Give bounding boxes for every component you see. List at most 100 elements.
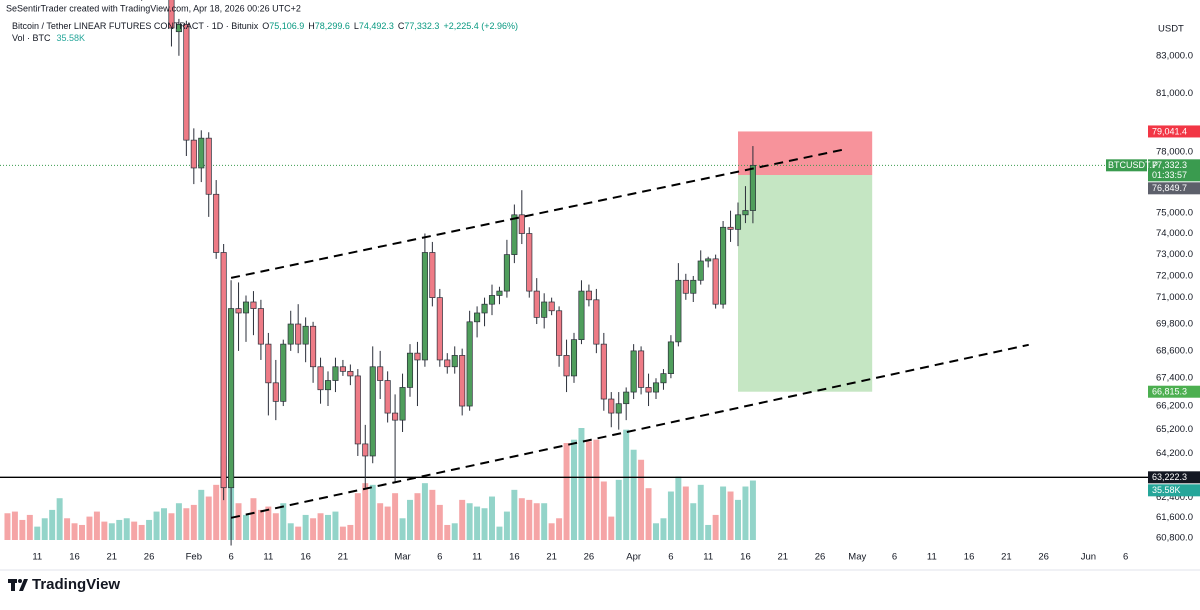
ohlc-value: 74,492.3: [359, 21, 394, 31]
x-tick-label: 11: [32, 552, 42, 563]
volume-bar: [511, 489, 518, 540]
y-tick-label: 68,600.0: [1156, 345, 1193, 356]
volume-bar: [302, 514, 309, 540]
candle-body: [242, 301, 250, 314]
volume-bar: [243, 514, 249, 540]
volume-bar: [481, 508, 488, 540]
y-tick-label: 66,200.0: [1156, 401, 1193, 412]
candle-body: [451, 355, 458, 368]
volume-bar: [183, 508, 190, 540]
price-label-box: [1148, 484, 1200, 497]
candle-body: [600, 343, 607, 400]
candle-body: [317, 366, 324, 391]
change: +2,225.4 (+2.96%): [443, 21, 518, 31]
candle-body: [168, 0, 175, 29]
candle-body: [481, 303, 488, 314]
y-tick-label: 83,000.0: [1156, 50, 1193, 61]
volume-bar: [257, 509, 264, 540]
y-tick-label: 78,000.0: [1156, 147, 1193, 158]
volume-bar: [742, 486, 749, 540]
volume-bar: [682, 486, 689, 540]
volume-bar: [705, 524, 712, 540]
ohlc-key: C: [398, 21, 405, 31]
volume-bar: [399, 518, 406, 540]
volume-bar: [108, 523, 115, 540]
candle-body: [697, 260, 704, 281]
candle-body: [548, 301, 555, 312]
candle-body: [749, 164, 756, 211]
x-tick-label: 21: [546, 552, 557, 563]
volume-bar: [660, 518, 667, 540]
volume-bar: [451, 523, 458, 540]
x-tick-label: 16: [300, 552, 311, 563]
x-tick-label: 11: [927, 552, 937, 563]
candle-body: [280, 343, 287, 402]
volume-bar: [198, 489, 205, 540]
volume-bar: [407, 499, 413, 540]
credit: SeSentirTrader created with TradingView.…: [6, 3, 301, 13]
candle-body: [272, 382, 279, 402]
x-tick-label: 26: [144, 552, 155, 563]
volume-bar: [4, 513, 11, 540]
x-tick-label: 6: [1123, 552, 1128, 563]
ohlc-value: 78,299.6: [315, 21, 350, 31]
volume-bar: [712, 514, 719, 540]
candle-body: [369, 366, 376, 457]
candle-body: [384, 380, 391, 414]
brand: TradingView: [32, 576, 120, 593]
volume-bar: [325, 514, 331, 540]
candle-body: [406, 352, 414, 388]
volume-bar: [339, 526, 346, 540]
volume-bar: [548, 523, 555, 540]
candle-body: [556, 310, 563, 356]
price-label-box: [1148, 182, 1200, 195]
axis-unit: USDT: [1158, 24, 1184, 35]
volume-bar: [93, 511, 100, 540]
candle-body: [533, 290, 540, 318]
candle-body: [541, 301, 548, 318]
candle-body: [645, 387, 652, 393]
candle-body: [377, 366, 384, 381]
x-tick-label: 21: [107, 552, 118, 563]
x-tick-label: 16: [740, 552, 751, 563]
price-label-box: [1148, 125, 1200, 138]
volume-bar: [563, 443, 570, 540]
candle-body: [526, 233, 533, 292]
candle-body: [354, 375, 361, 445]
volume-bar: [384, 506, 391, 540]
candle-body: [488, 295, 496, 305]
volume-bar: [295, 526, 302, 540]
candle-body: [623, 391, 630, 405]
volume-bar: [280, 503, 287, 540]
candle-body: [518, 214, 525, 234]
x-tick-label: 21: [338, 552, 349, 563]
volume-bar: [190, 504, 197, 540]
x-tick-label: Jun: [1081, 552, 1096, 563]
candle-body: [734, 214, 742, 230]
candle-body: [362, 443, 369, 457]
candle-body: [436, 297, 443, 361]
volume-name: Vol · BTC: [12, 33, 51, 43]
volume-bar: [489, 496, 495, 540]
symbol-legend: Bitcoin / Tether LINEAR FUTURES CONTRACT…: [12, 21, 518, 31]
candle-body: [235, 308, 242, 314]
volume-bar: [459, 499, 466, 540]
volume-bar: [56, 498, 63, 540]
volume-bar: [265, 506, 272, 540]
candle-body: [324, 380, 332, 391]
volume-bar: [735, 499, 741, 540]
volume-bar: [474, 506, 481, 540]
candle-body: [563, 355, 570, 377]
candle-body: [667, 341, 674, 374]
candle-body: [638, 350, 645, 388]
volume-bar: [667, 491, 674, 540]
candle-body: [720, 226, 727, 305]
price-label: 77,332.3: [1152, 160, 1187, 170]
volume-bar: [235, 503, 242, 540]
candle-body: [652, 382, 660, 393]
x-tick-label: 16: [509, 552, 520, 563]
y-tick-label: 69,800.0: [1156, 319, 1193, 330]
candle-body: [466, 321, 473, 407]
candle-body: [332, 366, 339, 381]
